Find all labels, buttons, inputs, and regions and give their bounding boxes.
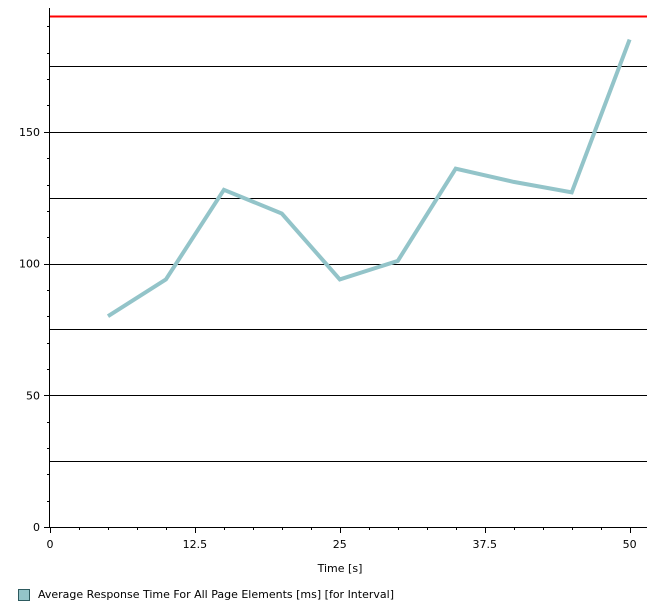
gridlines [50, 66, 647, 462]
x-tick-label: 12.5 [183, 538, 208, 551]
legend-swatch [18, 588, 30, 601]
y-tick-label: 50 [26, 389, 40, 402]
legend: Average Response Time For All Page Eleme… [18, 588, 394, 601]
series-layer [106, 38, 632, 318]
series-line [106, 38, 632, 318]
y-tick-label: 0 [33, 521, 40, 534]
axes [44, 8, 647, 533]
x-tick-label: 25 [333, 538, 347, 551]
x-tick-label: 37.5 [472, 538, 497, 551]
x-tick-label: 50 [623, 538, 637, 551]
y-tick-label: 100 [19, 258, 40, 271]
y-tick-label: 150 [19, 126, 40, 139]
x-axis-label: Time [s] [317, 562, 363, 575]
x-tick-label: 0 [47, 538, 54, 551]
legend-label: Average Response Time For All Page Eleme… [38, 588, 394, 601]
tick-labels: 0 50 100 150 0 12.5 25 37.5 50 [19, 126, 637, 551]
